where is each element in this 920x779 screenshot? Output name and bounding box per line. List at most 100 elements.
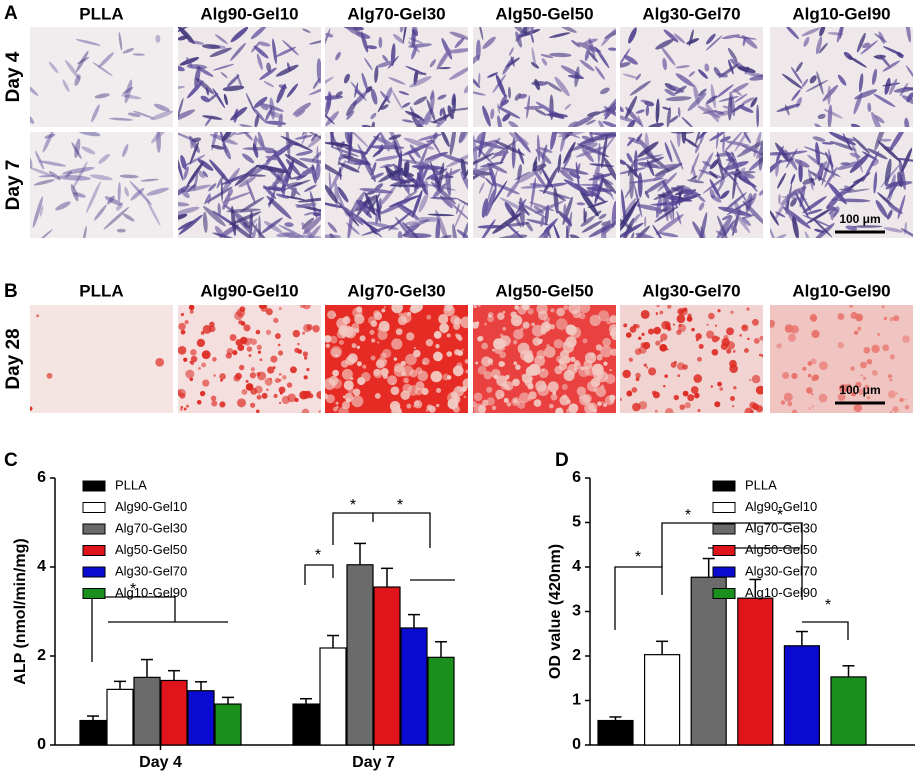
- cell: [33, 179, 55, 186]
- cell: [889, 132, 907, 151]
- nodule: [726, 348, 732, 354]
- nodule: [716, 336, 721, 341]
- cell: [815, 141, 821, 165]
- nodule: [857, 326, 862, 331]
- cell: [860, 40, 878, 55]
- cell: [250, 27, 267, 40]
- column-header: Alg30-Gel70: [642, 281, 740, 300]
- gap: [371, 338, 376, 343]
- cell: [629, 80, 651, 96]
- cell: [901, 95, 913, 107]
- background: [178, 305, 321, 413]
- nodule: [811, 375, 817, 382]
- cell: [109, 117, 134, 121]
- gap: [384, 359, 388, 363]
- nodule: [273, 393, 278, 399]
- cell: [403, 159, 410, 178]
- cell: [896, 51, 904, 59]
- nodule: [183, 357, 188, 362]
- nodule: [246, 346, 253, 352]
- gap: [473, 392, 483, 402]
- bar: [737, 597, 774, 746]
- nodule: [656, 305, 660, 308]
- nodule: [229, 334, 237, 341]
- cell: [734, 132, 754, 152]
- cell: [62, 166, 95, 175]
- cell: [398, 90, 410, 96]
- cell: [896, 157, 913, 162]
- gap: [439, 323, 450, 333]
- legend-label: Alg30-Gel70: [745, 563, 817, 578]
- nodule: [232, 350, 238, 356]
- gap: [481, 342, 489, 350]
- gap: [513, 329, 524, 340]
- nodule: [751, 318, 759, 326]
- nodule: [755, 385, 763, 395]
- nodule: [302, 351, 309, 357]
- nodule: [695, 338, 699, 342]
- cell: [212, 232, 236, 238]
- cell: [508, 47, 514, 56]
- nodule: [238, 320, 243, 325]
- cell: [437, 94, 447, 100]
- nodule: [248, 354, 252, 358]
- nodule: [278, 307, 282, 310]
- nodule: [282, 375, 287, 380]
- bar: [427, 656, 455, 746]
- nodule: [717, 309, 721, 313]
- cell: [601, 28, 616, 47]
- cell: [478, 27, 484, 41]
- gap: [543, 316, 551, 323]
- cell: [325, 184, 338, 204]
- cell: [127, 112, 141, 117]
- cell: [588, 37, 596, 58]
- gap: [374, 392, 381, 399]
- cell: [829, 200, 834, 221]
- cell: [714, 110, 725, 115]
- cell: [327, 222, 338, 233]
- cell: [438, 234, 452, 238]
- nodule: [625, 332, 632, 338]
- cell: [456, 198, 468, 211]
- cell: [548, 32, 571, 39]
- gap: [413, 346, 416, 350]
- nodule: [889, 411, 893, 413]
- nodule: [676, 329, 682, 335]
- nodule: [303, 356, 308, 360]
- cell: [106, 195, 115, 205]
- gap: [513, 398, 519, 404]
- cell: [494, 140, 525, 156]
- gap: [390, 386, 400, 396]
- nodule: [697, 356, 702, 362]
- cell: [413, 96, 427, 105]
- nodule: [676, 314, 686, 324]
- gap: [362, 364, 367, 369]
- cell: [546, 113, 568, 118]
- cell: [337, 186, 349, 203]
- cell: [644, 216, 647, 227]
- cell: [230, 27, 249, 43]
- gap: [503, 397, 509, 403]
- gap: [595, 386, 607, 398]
- nodule: [693, 374, 703, 383]
- cell: [480, 219, 496, 238]
- cell: [344, 207, 364, 226]
- nodule: [286, 382, 293, 388]
- gap: [465, 369, 468, 374]
- nodule: [245, 383, 254, 391]
- legend-label: Alg30-Gel70: [115, 563, 187, 578]
- cell: [374, 65, 379, 83]
- cell: [560, 27, 577, 33]
- cell: [684, 138, 699, 148]
- cell: [122, 144, 129, 158]
- nodule: [904, 404, 910, 410]
- cell: [612, 105, 616, 115]
- cell: [230, 42, 246, 61]
- cell: [557, 153, 562, 174]
- micrograph: [30, 27, 173, 127]
- nodule: [261, 392, 268, 399]
- cell: [178, 214, 203, 235]
- scale-bar-label: 100 μm: [839, 212, 880, 226]
- cell: [756, 142, 763, 159]
- gap: [409, 369, 418, 378]
